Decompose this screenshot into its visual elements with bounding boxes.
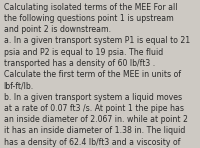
Text: Calculating isolated terms of the MEE For all
the following questions point 1 is: Calculating isolated terms of the MEE Fo… <box>4 3 190 148</box>
